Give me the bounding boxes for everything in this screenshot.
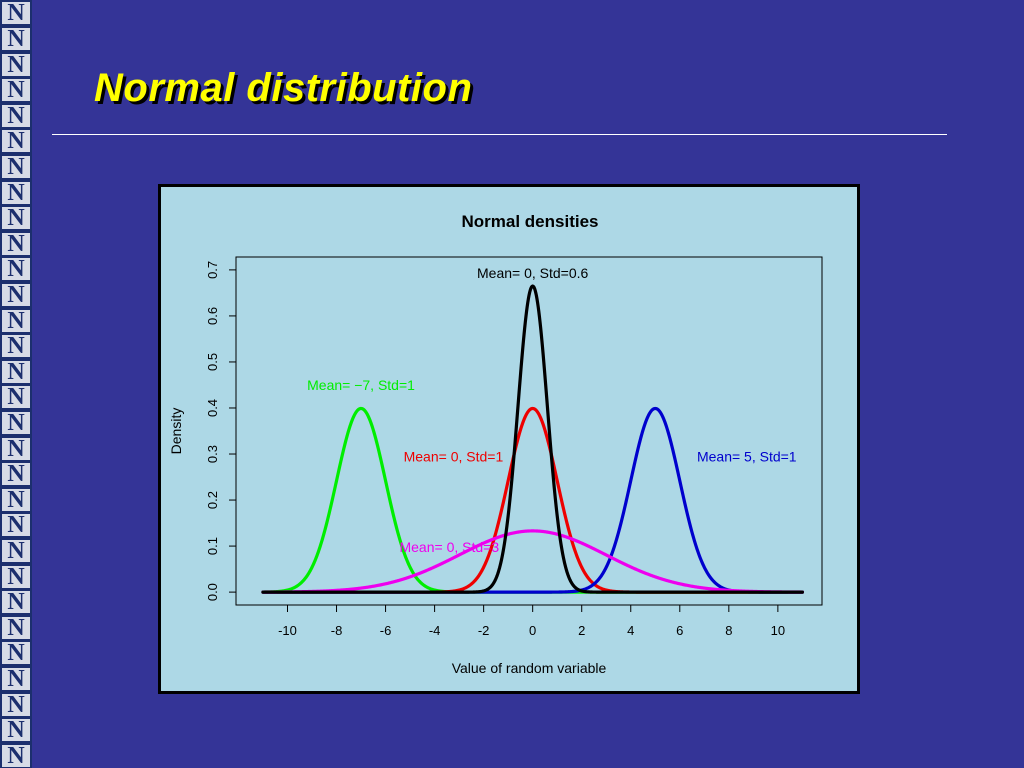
x-tick-label: -2 xyxy=(478,623,490,638)
density-curve-4 xyxy=(261,284,804,594)
logo-tile: N xyxy=(0,358,32,385)
chart: Normal densities 0.00.10.20.30.40.50.60.… xyxy=(168,212,823,676)
logo-tile: N xyxy=(0,153,32,180)
x-tick-label: -4 xyxy=(429,623,441,638)
logo-tile: N xyxy=(0,486,32,513)
chart-title: Normal densities xyxy=(462,212,599,231)
density-curve-0 xyxy=(261,406,804,594)
y-tick-label: 0.6 xyxy=(205,307,220,325)
x-tick-label: 0 xyxy=(529,623,536,638)
logo-tile: N xyxy=(0,640,32,667)
logo-tile: N xyxy=(0,77,32,104)
series-label: Mean= 0, Std=1 xyxy=(404,448,504,464)
logo-tile: N xyxy=(0,281,32,308)
logo-tile: N xyxy=(0,102,32,129)
logo-tile: N xyxy=(0,665,32,692)
density-curve-1 xyxy=(261,406,804,594)
logo-tile: N xyxy=(0,307,32,334)
plot-area xyxy=(235,256,823,606)
x-tick-label: 2 xyxy=(578,623,585,638)
x-axis: -10 -8 -6 -4 -2 0 2 4 6 8 10 xyxy=(278,604,785,638)
density-curves xyxy=(261,284,804,594)
logo-tile: N xyxy=(0,256,32,283)
x-axis-label: Value of random variable xyxy=(452,660,607,676)
y-tick-label: 0.1 xyxy=(205,537,220,555)
logo-tile: N xyxy=(0,614,32,641)
logo-tile: N xyxy=(0,717,32,744)
x-tick-label: 6 xyxy=(676,623,683,638)
logo-tile: N xyxy=(0,128,32,155)
series-label: Mean= 0, Std=3 xyxy=(399,539,499,555)
logo-tile: N xyxy=(0,51,32,78)
logo-tile: N xyxy=(0,742,32,768)
logo-tile: N xyxy=(0,409,32,436)
logo-tile: N xyxy=(0,205,32,232)
x-tick-label: -10 xyxy=(278,623,297,638)
series-label: Mean= 0, Std=0.6 xyxy=(477,265,589,281)
y-tick-label: 0.3 xyxy=(205,445,220,463)
logo-tile: N xyxy=(0,230,32,257)
y-tick-label: 0.5 xyxy=(205,353,220,371)
density-curve-2 xyxy=(261,406,804,594)
logo-tile: N xyxy=(0,333,32,360)
x-tick-label: 8 xyxy=(725,623,732,638)
y-tick-label: 0.7 xyxy=(205,261,220,279)
x-tick-label: -6 xyxy=(380,623,392,638)
logo-tile: N xyxy=(0,179,32,206)
logo-tile: N xyxy=(0,461,32,488)
series-label: Mean= 5, Std=1 xyxy=(697,448,797,464)
y-axis: 0.0 0.1 0.2 0.3 0.4 0.5 0.6 0.7 xyxy=(205,261,237,601)
density-curve-3 xyxy=(261,529,804,594)
logo-tile: N xyxy=(0,512,32,539)
logo-tile: N xyxy=(0,691,32,718)
logo-tile: N xyxy=(0,0,32,27)
chart-frame: Normal densities 0.0 0.1 0.2 0.3 0.4 0.5 0.6 0.… xyxy=(158,184,860,694)
logo-tile: N xyxy=(0,537,32,564)
x-tick-label: -8 xyxy=(331,623,343,638)
y-tick-label: 0.4 xyxy=(205,399,220,417)
logo-tile: N xyxy=(0,435,32,462)
y-axis-label: Density xyxy=(168,408,184,455)
logo-tile: N xyxy=(0,384,32,411)
x-tick-label: 4 xyxy=(627,623,634,638)
title-divider xyxy=(52,134,947,135)
x-tick-label: 10 xyxy=(771,623,785,638)
series-label: Mean= −7, Std=1 xyxy=(307,377,415,393)
logo-tile: N xyxy=(0,563,32,590)
logo-tile: N xyxy=(0,25,32,52)
logo-tile: N xyxy=(0,589,32,616)
y-tick-label: 0.0 xyxy=(205,583,220,601)
series-labels: Mean= −7, Std=1 Mean= 0, Std=1 Mean= 5, St… xyxy=(307,265,797,555)
y-tick-label: 0.2 xyxy=(205,491,220,509)
slide-title: Normal distribution xyxy=(94,66,473,110)
